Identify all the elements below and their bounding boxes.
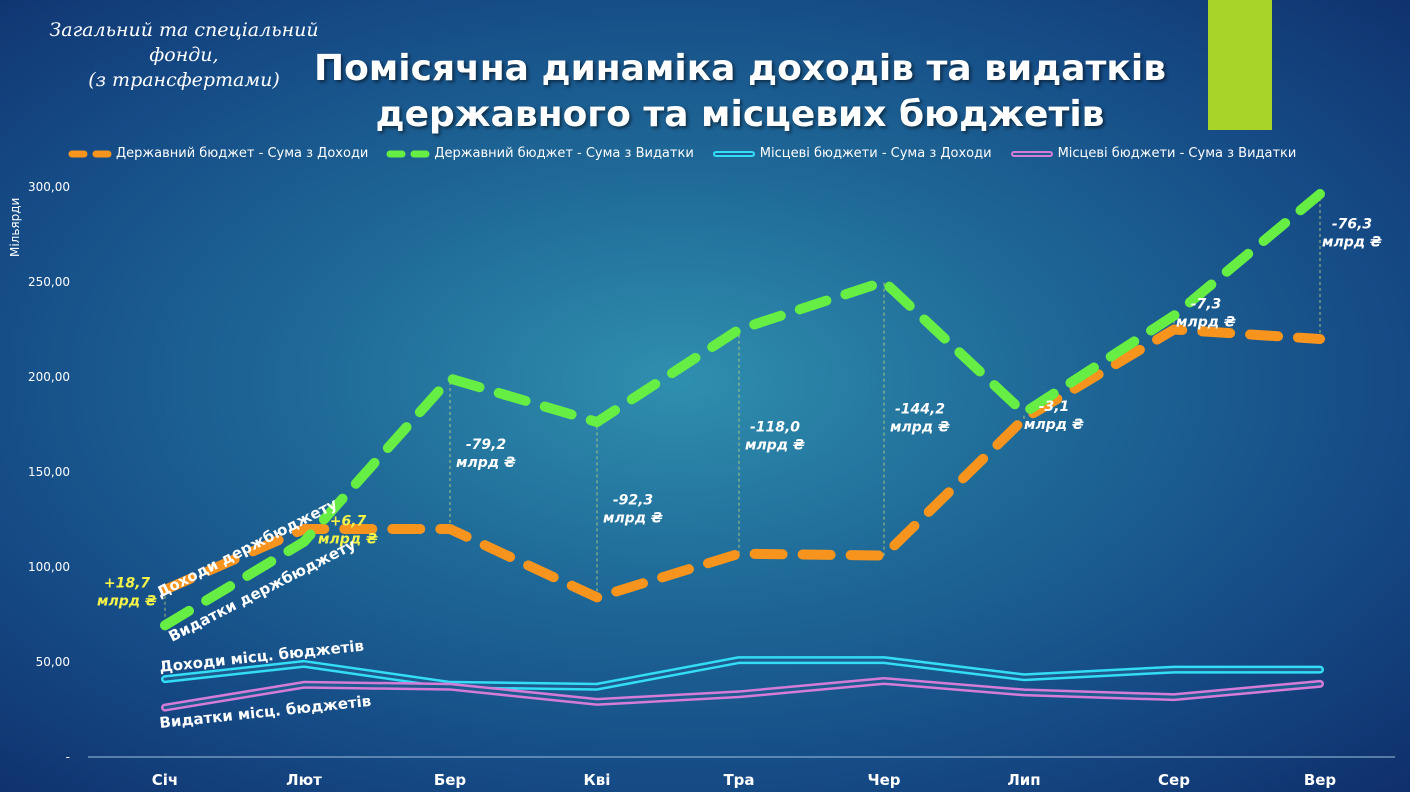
legend-item: Державний бюджет - Сума з Доходи: [68, 146, 368, 161]
y-tick-label: -: [66, 750, 70, 764]
y-tick-label: 300,00: [28, 180, 70, 194]
y-tick-label: 250,00: [28, 275, 70, 289]
x-tick-label: Чер: [867, 771, 900, 789]
x-tick-label: Бер: [434, 771, 467, 789]
x-tick-label: Січ: [152, 771, 178, 789]
legend: Державний бюджет - Сума з Доходи Державни…: [68, 146, 1296, 161]
series-line-inner: [163, 679, 1322, 710]
gap-annotation-value: -76,3: [1332, 217, 1372, 233]
legend-swatch: [386, 150, 430, 157]
legend-item: Місцеві бюджети - Сума з Видатки: [1010, 146, 1297, 161]
gap-annotation-unit: млрд ₴: [1024, 417, 1084, 433]
gap-annotation-value: +6,7: [330, 513, 367, 529]
gap-annotation-unit: млрд ₴: [97, 594, 157, 610]
gap-annotation-value: -7,3: [1191, 297, 1222, 313]
x-tick-label: Сер: [1158, 771, 1190, 789]
gap-annotation-unit: млрд ₴: [1176, 315, 1236, 331]
y-tick-label: 50,00: [36, 655, 70, 669]
title-line: державного та місцевих бюджетів: [375, 94, 1105, 135]
x-tick-label: Лип: [1007, 771, 1040, 789]
gap-annotation-value: -144,2: [895, 402, 945, 418]
line-label: Доходи держбюджету: [154, 495, 341, 602]
gap-annotation-unit: млрд ₴: [890, 420, 950, 436]
gap-annotation-value: -79,2: [466, 437, 506, 453]
subtitle-line: (з трансфертами): [88, 69, 280, 91]
series-line: [160, 324, 1325, 603]
legend-label: Місцеві бюджети - Сума з Доходи: [759, 146, 992, 161]
legend-item: Місцеві бюджети - Сума з Доходи: [712, 146, 992, 161]
gap-annotation-value: -3,1: [1039, 399, 1070, 415]
legend-label: Місцеві бюджети - Сума з Видатки: [1057, 146, 1297, 161]
gap-annotation-value: +18,7: [104, 576, 151, 592]
x-tick-label: Вер: [1304, 771, 1337, 789]
series-line-inner: [163, 658, 1322, 689]
gap-annotation-value: -92,3: [613, 493, 653, 509]
legend-swatch: [1010, 150, 1053, 157]
gap-annotation-unit: млрд ₴: [745, 438, 805, 454]
y-tick-label: 150,00: [28, 465, 70, 479]
y-axis-label: Мільярди: [8, 198, 22, 257]
subtitle-line: Загальний та спеціальний фонди,: [49, 19, 319, 66]
gap-annotation-unit: млрд ₴: [318, 531, 378, 547]
title-line: Помісячна динаміка доходів та видатків: [314, 48, 1166, 89]
series-line: [160, 189, 1325, 631]
gap-annotation-unit: млрд ₴: [603, 511, 663, 527]
legend-swatch: [68, 150, 112, 157]
x-tick-label: Тра: [723, 771, 754, 789]
chart-title: Помісячна динаміка доходів та видатків д…: [290, 46, 1190, 138]
y-tick-label: 100,00: [28, 560, 70, 574]
legend-label: Державний бюджет - Сума з Доходи: [116, 146, 369, 161]
accent-bar: [1208, 0, 1272, 130]
gap-annotation-value: -118,0: [750, 420, 800, 436]
chart-subtitle: Загальний та спеціальний фонди, (з транс…: [14, 18, 354, 93]
line-label: Видатки місц. бюджетів: [159, 692, 372, 732]
gap-annotation-unit: млрд ₴: [456, 455, 516, 471]
gap-annotation-unit: млрд ₴: [1322, 235, 1382, 251]
legend-label: Державний бюджет - Сума з Видатки: [434, 146, 694, 161]
x-tick-label: Лют: [286, 771, 322, 789]
legend-item: Державний бюджет - Сума з Видатки: [386, 146, 694, 161]
y-tick-label: 200,00: [28, 370, 70, 384]
legend-swatch: [712, 150, 755, 157]
x-tick-label: Кві: [584, 771, 611, 789]
